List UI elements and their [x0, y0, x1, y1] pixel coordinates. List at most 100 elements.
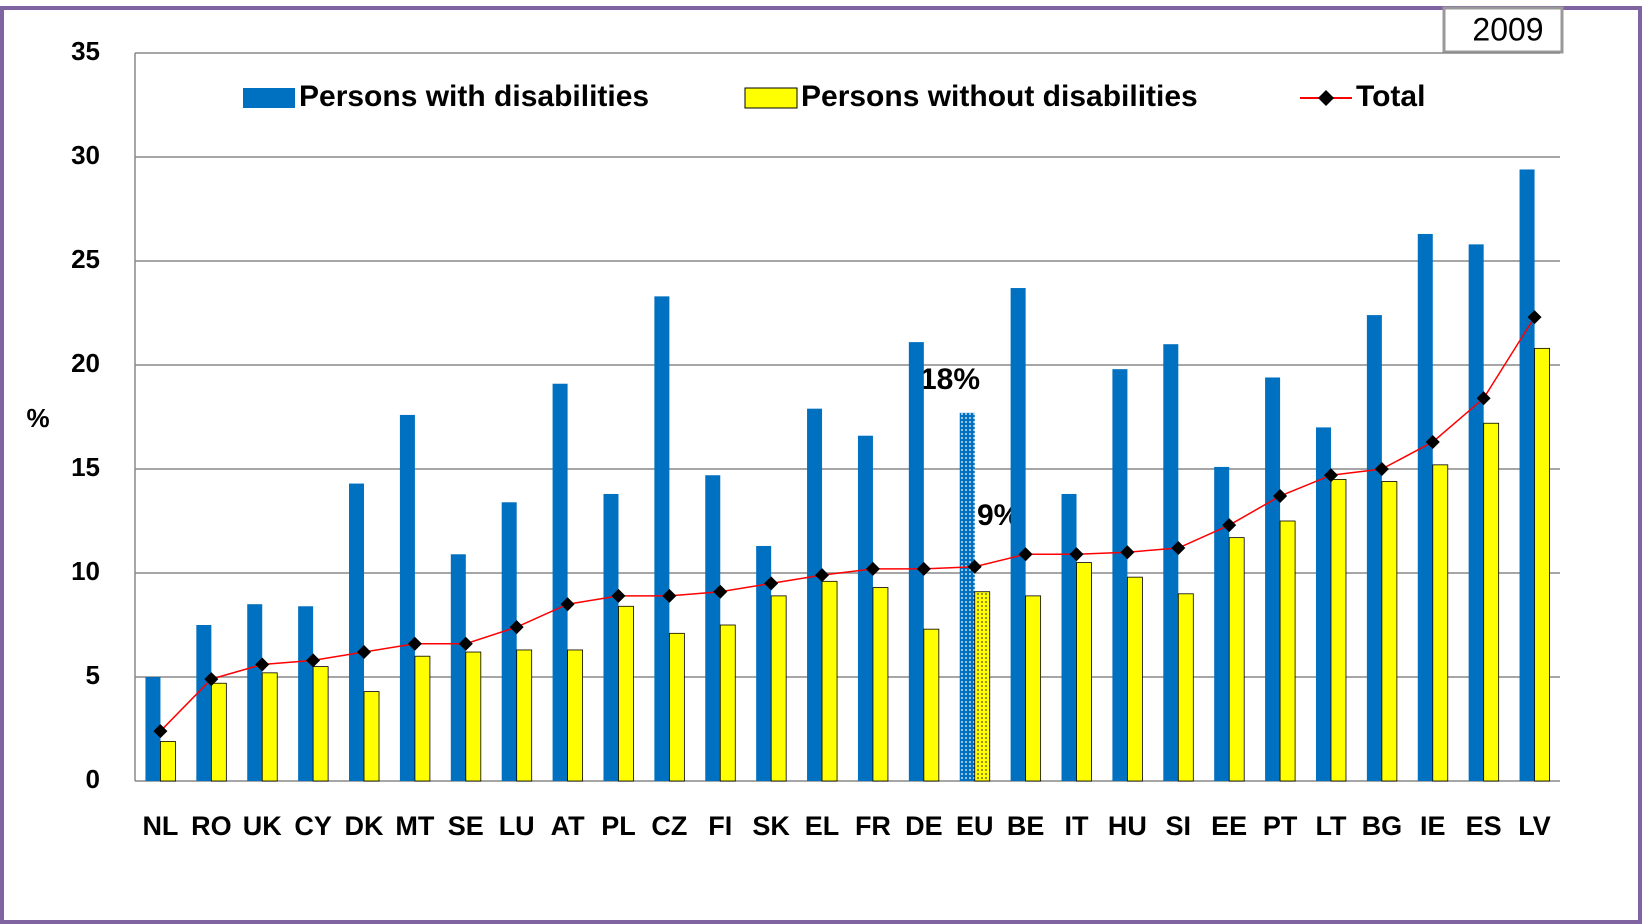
x-tick-label: DK — [345, 811, 384, 841]
legend-swatch — [744, 87, 798, 109]
marker — [407, 636, 422, 651]
line — [159, 316, 1536, 732]
bar — [1330, 478, 1347, 782]
x-tick-label: IT — [1065, 811, 1090, 841]
marker — [1374, 462, 1389, 476]
marker — [509, 620, 524, 635]
marker — [1476, 391, 1491, 406]
bar — [872, 587, 889, 782]
bar — [298, 606, 314, 781]
bar — [1112, 369, 1128, 781]
bar — [974, 591, 991, 782]
bar — [349, 483, 365, 781]
bar — [450, 554, 466, 781]
bar — [770, 595, 787, 782]
x-tick-label: MT — [395, 811, 434, 841]
bar — [1483, 422, 1500, 782]
bar — [501, 502, 517, 781]
y-tick-label: 15 — [71, 452, 100, 482]
bar — [567, 649, 583, 782]
x-tick-label: FI — [708, 811, 732, 841]
x-tick-label: LU — [499, 811, 535, 841]
bar — [654, 296, 670, 781]
x-tick-label: IE — [1420, 811, 1446, 841]
bar — [1265, 377, 1281, 781]
x-tick-label: UK — [243, 811, 282, 841]
bar — [1366, 315, 1382, 781]
bar — [312, 666, 329, 782]
x-tick-label: PL — [601, 811, 636, 841]
x-tick-label: LT — [1315, 811, 1346, 841]
bar — [908, 342, 924, 781]
bar — [1076, 562, 1092, 782]
marker — [916, 561, 931, 576]
x-tick-label: SI — [1166, 811, 1192, 841]
bar — [756, 545, 772, 781]
x-tick-label: LV — [1518, 811, 1551, 841]
legend-label: Persons without disabilities — [801, 80, 1198, 113]
x-tick-label: EE — [1211, 811, 1247, 841]
y-tick-label: 10 — [71, 556, 100, 586]
legend-label: Persons with disabilities — [299, 80, 649, 113]
y-tick-label: 5 — [86, 660, 100, 690]
bar — [603, 493, 619, 781]
bar — [363, 691, 380, 782]
x-tick-label: RO — [191, 811, 232, 841]
annotation: 18% — [920, 363, 980, 396]
marker — [1171, 541, 1186, 556]
bar — [1010, 288, 1026, 781]
y-axis-label: % — [26, 403, 49, 433]
bar — [196, 625, 212, 781]
bar — [1432, 464, 1449, 782]
bar — [210, 682, 227, 782]
marker — [865, 561, 880, 576]
x-tick-label: BG — [1362, 811, 1403, 841]
x-tick-label: EU — [956, 811, 994, 841]
year-box — [1442, 6, 1564, 54]
y-tick-label: 30 — [71, 140, 100, 170]
x-tick-label: SE — [448, 811, 484, 841]
bar — [1061, 493, 1077, 781]
bar — [668, 632, 685, 782]
marker — [662, 588, 677, 603]
marker — [204, 672, 219, 687]
bar — [1534, 347, 1550, 782]
marker — [153, 724, 168, 739]
legend-label: Total — [1356, 80, 1425, 113]
bar — [1025, 595, 1042, 782]
bar — [923, 628, 940, 782]
bar — [959, 412, 975, 781]
y-tick-label: 20 — [71, 348, 100, 378]
marker — [1069, 547, 1084, 562]
bar — [1163, 344, 1179, 781]
bar — [618, 605, 634, 782]
bar — [857, 435, 873, 781]
x-tick-label: AT — [551, 811, 585, 841]
y-tick-label: 35 — [71, 36, 100, 66]
y-tick-label: 25 — [71, 244, 100, 274]
bar — [247, 604, 263, 781]
bar — [1468, 244, 1484, 782]
marker — [1425, 434, 1440, 449]
bar — [160, 741, 176, 782]
x-tick-label: DE — [905, 811, 943, 841]
marker — [967, 559, 982, 574]
bar — [705, 475, 721, 781]
x-tick-label: EL — [805, 811, 840, 841]
marker — [1273, 489, 1288, 504]
bar — [1519, 169, 1535, 782]
year-label: 2009 — [1472, 11, 1543, 47]
legend-swatch — [243, 88, 295, 108]
bar — [1127, 576, 1143, 782]
marker — [815, 568, 830, 583]
marker — [255, 657, 270, 672]
bar — [516, 649, 533, 782]
marker — [306, 653, 321, 668]
x-tick-label: HU — [1108, 811, 1147, 841]
bar — [414, 655, 431, 782]
bar — [1417, 233, 1433, 781]
x-tick-label: CY — [294, 811, 332, 841]
marker — [1018, 547, 1033, 562]
y-tick-label: 0 — [86, 764, 100, 794]
marker — [458, 636, 473, 651]
